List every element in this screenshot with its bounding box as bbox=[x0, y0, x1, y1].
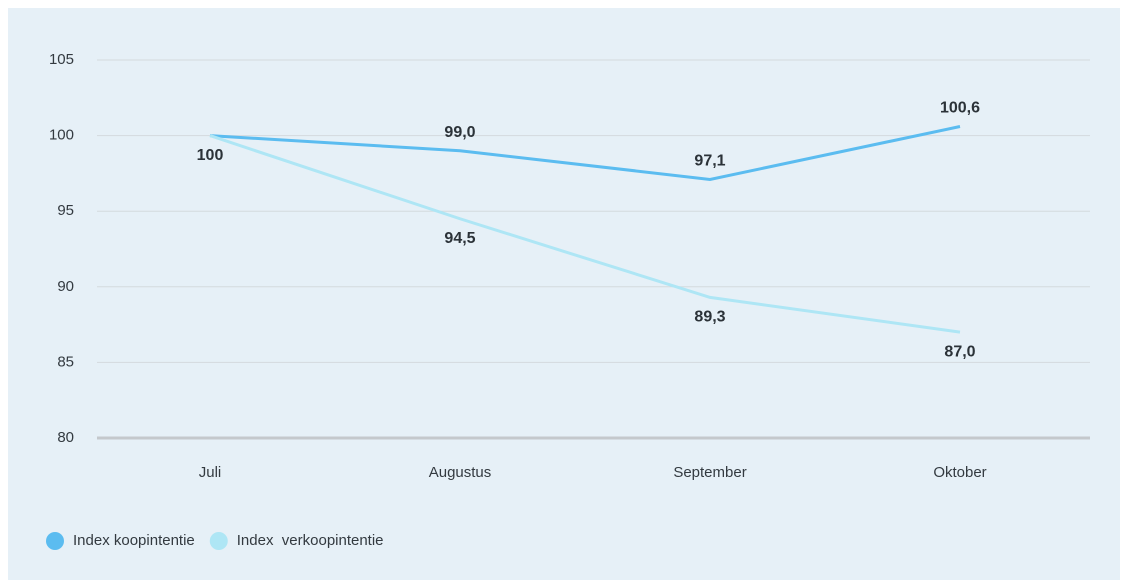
x-tick-label: September bbox=[673, 464, 746, 481]
legend-label: Index verkoopintentie bbox=[237, 532, 384, 549]
series-line bbox=[209, 125, 961, 181]
series-line bbox=[209, 134, 961, 334]
data-label: 99,0 bbox=[444, 124, 475, 141]
data-label: 89,3 bbox=[694, 309, 725, 326]
y-tick-label: 85 bbox=[57, 353, 74, 370]
y-tick-label: 95 bbox=[57, 202, 74, 219]
data-label: 87,0 bbox=[944, 343, 975, 360]
chart-background bbox=[8, 8, 1120, 580]
y-tick-label: 105 bbox=[49, 51, 74, 68]
legend-swatch bbox=[46, 532, 64, 550]
x-tick-label: Juli bbox=[199, 464, 222, 481]
data-label: 100 bbox=[197, 147, 224, 164]
data-label: 97,1 bbox=[694, 153, 725, 170]
x-tick-label: Augustus bbox=[429, 464, 492, 481]
x-tick-label: Oktober bbox=[933, 464, 986, 481]
data-label: 94,5 bbox=[444, 230, 475, 247]
y-tick-label: 100 bbox=[49, 127, 74, 144]
legend-label: Index koopintentie bbox=[73, 532, 195, 549]
y-tick-label: 90 bbox=[57, 278, 74, 295]
legend-swatch bbox=[209, 532, 228, 550]
y-tick-label: 80 bbox=[57, 429, 74, 446]
data-label: 100,6 bbox=[940, 100, 980, 117]
